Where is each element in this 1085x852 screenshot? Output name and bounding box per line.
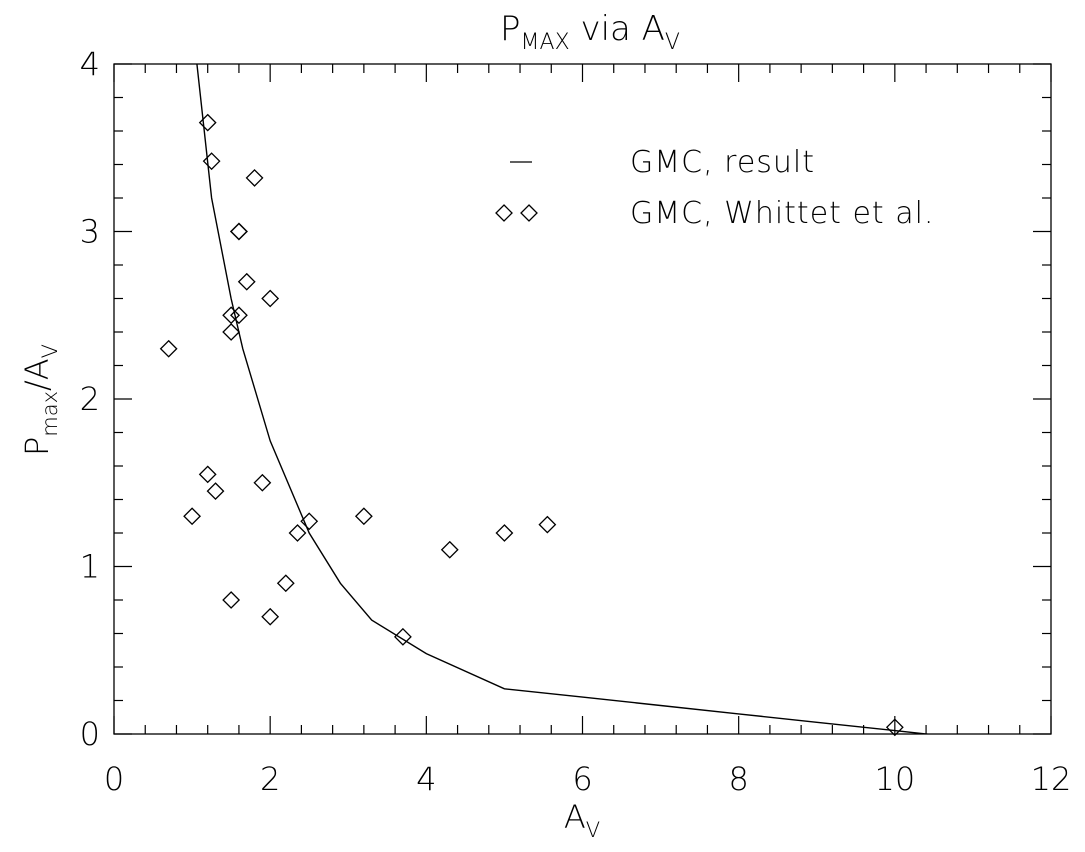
y-tick-label: 1 xyxy=(80,548,100,586)
data-point-diamond xyxy=(440,540,459,559)
x-tick-label: 12 xyxy=(1031,760,1072,798)
x-tick-label: 4 xyxy=(416,760,436,798)
data-point-diamond xyxy=(202,152,221,171)
title-sub1: MAX xyxy=(521,30,570,55)
data-point-diamond xyxy=(230,222,248,241)
data-point-diamond xyxy=(288,524,307,542)
data-point-diamond xyxy=(261,607,280,626)
y-axis-label: Pmax/AV xyxy=(18,344,62,456)
legend-marker-swatch-2 xyxy=(520,204,538,222)
x-tick-label: 2 xyxy=(260,760,280,798)
ylabel-sub1: max xyxy=(38,391,62,437)
data-point-diamond xyxy=(222,591,241,609)
x-tick-label: 6 xyxy=(572,760,592,798)
y-tick-label: 3 xyxy=(80,213,100,251)
data-point-diamond xyxy=(538,515,557,534)
data-point-diamond xyxy=(198,465,217,484)
y-tick-label: 4 xyxy=(80,45,100,83)
x-tick-label: 0 xyxy=(104,760,124,798)
ylabel-sub2: V xyxy=(38,344,62,358)
x-tick-label: 10 xyxy=(874,760,915,798)
data-point-diamond xyxy=(237,272,256,291)
data-point-diamond xyxy=(222,323,241,341)
legend-line-label: GMC, result xyxy=(630,145,815,180)
data-point-diamond xyxy=(261,289,280,308)
y-tick-label: 0 xyxy=(80,715,100,753)
x-tick-label: 8 xyxy=(728,760,748,798)
data-point-diamond xyxy=(245,168,264,187)
data-point-diamond xyxy=(230,222,248,241)
chart-title: PMAX via AV xyxy=(500,9,680,55)
ylabel-main: P xyxy=(18,437,56,456)
data-point-diamond xyxy=(206,482,225,501)
legend-marker-swatch-1 xyxy=(495,204,513,222)
title-main: P xyxy=(500,9,521,49)
data-point-diamond xyxy=(393,627,412,646)
data-point-diamond xyxy=(885,718,904,737)
legend-marker-label: GMC, Whittet et al. xyxy=(630,196,934,231)
data-point-diamond xyxy=(495,524,514,542)
data-point-diamond xyxy=(276,574,295,593)
data-point-diamond xyxy=(230,306,248,325)
ylabel-mid: /A xyxy=(18,358,56,391)
plot-frame xyxy=(113,63,1052,735)
legend: GMC, result GMC, Whittet et al. xyxy=(495,145,934,231)
data-point-diamond xyxy=(354,507,373,526)
xlabel-main: A xyxy=(564,798,586,836)
data-point-diamond xyxy=(183,507,202,526)
axis-ticks xyxy=(113,63,1052,735)
xlabel-sub: V xyxy=(586,818,600,842)
data-point-diamond xyxy=(159,339,178,358)
series-line-gmc-result xyxy=(196,64,933,734)
title-mid: via A xyxy=(570,9,665,49)
data-point-diamond xyxy=(253,473,272,492)
y-tick-label: 2 xyxy=(80,380,100,418)
data-point-diamond xyxy=(300,512,319,531)
data-point-diamond xyxy=(198,113,217,132)
title-sub2: V xyxy=(665,30,680,55)
plot-area xyxy=(159,64,933,737)
x-axis-label: AV xyxy=(564,798,600,842)
